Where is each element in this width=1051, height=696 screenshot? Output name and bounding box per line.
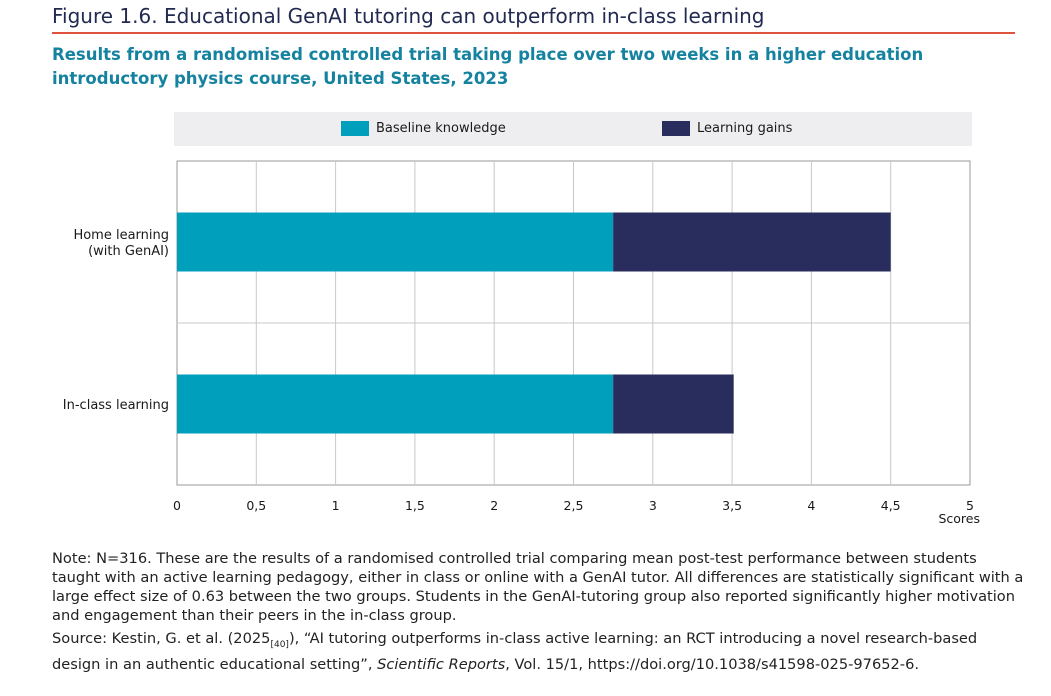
bar-gains-2 xyxy=(613,374,734,434)
x-axis-title: Scores xyxy=(938,511,980,526)
x-tick-label: 3 xyxy=(649,498,657,513)
x-tick-label: 3,5 xyxy=(722,498,742,513)
bar-baseline-2 xyxy=(177,374,614,434)
source-prefix: Source: Kestin, G. et al. (2025 xyxy=(52,630,271,647)
note-text: Note: N=316. These are the results of a … xyxy=(52,550,1024,624)
source-mid: ), “AI tutoring outperforms in-class act… xyxy=(52,630,978,673)
figure-notes: Note: N=316. These are the results of a … xyxy=(52,549,1027,678)
bar-gains-1 xyxy=(613,212,891,272)
category-label-1: Home learning (with GenAI) xyxy=(73,228,169,259)
figure-title: Figure 1.6. Educational GenAI tutoring c… xyxy=(52,4,765,28)
legend-label-2: Learning gains xyxy=(697,121,793,136)
title-divider xyxy=(52,32,1015,34)
x-tick-label: 5 xyxy=(966,498,974,513)
x-tick-label: 0,5 xyxy=(246,498,266,513)
category-label-2: In-class learning xyxy=(63,398,169,413)
stacked-bar-chart: Baseline knowledge Learning gains Home lea… xyxy=(63,112,980,526)
legend-label-1: Baseline knowledge xyxy=(376,121,506,136)
source-journal: Scientific Reports xyxy=(377,655,506,673)
legend-background xyxy=(174,112,972,146)
x-tick-label: 1 xyxy=(332,498,340,513)
category-label-line: (with GenAI) xyxy=(88,244,169,259)
x-tick-label: 2 xyxy=(490,498,498,513)
figure-subtitle: Results from a randomised controlled tri… xyxy=(52,45,924,88)
legend-swatch-2 xyxy=(662,121,690,136)
source-ref: [40] xyxy=(270,639,289,650)
x-tick-label: 2,5 xyxy=(564,498,584,513)
category-label-line: In-class learning xyxy=(63,398,169,413)
x-tick-label: 4 xyxy=(807,498,815,513)
legend-swatch-1 xyxy=(341,121,369,136)
category-label-line: Home learning xyxy=(73,228,169,243)
source-suffix: , Vol. 15/1, https://doi.org/10.1038/s41… xyxy=(505,655,920,673)
x-tick-label: 1,5 xyxy=(405,498,425,513)
bar-baseline-1 xyxy=(177,212,614,272)
x-tick-label: 4,5 xyxy=(881,498,901,513)
source-text: Source: Kestin, G. et al. (2025[40]), “A… xyxy=(52,629,1027,674)
x-tick-label: 0 xyxy=(173,498,181,513)
